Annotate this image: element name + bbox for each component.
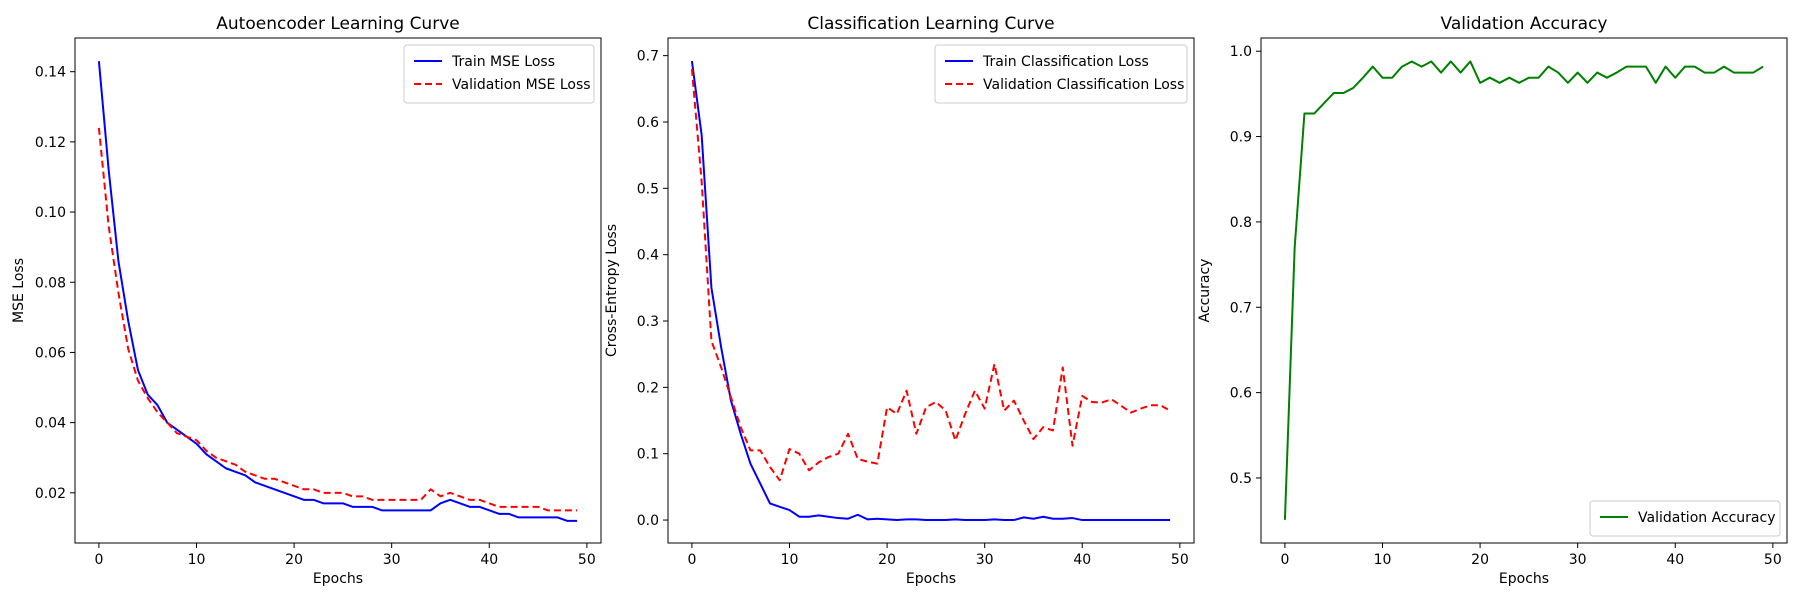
- x-tick-label: 40: [1666, 552, 1684, 568]
- y-tick-label: 0.0: [637, 513, 659, 529]
- x-tick-label: 0: [94, 552, 103, 568]
- x-tick-label: 30: [1569, 552, 1587, 568]
- plot-frame: [667, 37, 1195, 544]
- y-tick-label: 0.1: [637, 447, 659, 463]
- legend-label: Validation MSE Loss: [452, 77, 591, 93]
- x-axis-label: Epochs: [906, 571, 956, 587]
- y-tick-label: 0.7: [1230, 300, 1252, 316]
- y-tick-label: 0.5: [1230, 471, 1252, 487]
- x-tick-label: 30: [976, 552, 994, 568]
- chart-classification: Classification Learning Curve 0 10 20 30 40 50…: [604, 14, 1195, 587]
- y-tick-label: 0.02: [35, 486, 66, 502]
- legend-box: [934, 44, 1188, 104]
- y-tick-label: 0.4: [637, 248, 659, 264]
- y-tick-label: 0.8: [1230, 215, 1252, 231]
- y-tick-label: 0.06: [35, 345, 66, 361]
- y-axis-label: Cross-Entropy Loss: [604, 224, 620, 357]
- chart-accuracy: Validation Accuracy 0 10 20 30 40 50 0.5 0.6 0.7 0…: [1197, 14, 1788, 587]
- x-tick-label: 0: [1280, 552, 1289, 568]
- y-tick-label: 0.12: [35, 135, 66, 151]
- legend-label: Train MSE Loss: [451, 54, 555, 70]
- legend: Train MSE Loss Validation MSE Loss: [403, 44, 595, 104]
- legend-label: Validation Classification Loss: [983, 77, 1184, 93]
- y-tick-label: 0.04: [35, 416, 66, 432]
- series-line-validation-mse-loss: [97, 127, 578, 512]
- y-tick-label: 1.0: [1230, 44, 1252, 60]
- y-tick-label: 0.6: [637, 115, 659, 131]
- y-tick-label: 0.3: [637, 314, 659, 330]
- series-line-train-mse-loss: [97, 61, 578, 522]
- y-tick-label: 0.5: [637, 181, 659, 197]
- plot-frame: [74, 37, 602, 544]
- y-tick-label: 0.6: [1230, 386, 1252, 402]
- series-line-validation-accuracy: [1283, 60, 1764, 520]
- x-tick-label: 10: [188, 552, 206, 568]
- legend: Train Classification Loss Validation Clas…: [934, 44, 1188, 104]
- x-tick-label: 30: [383, 552, 401, 568]
- y-tick-label: 0.10: [35, 205, 66, 221]
- y-tick-label: 0.14: [35, 65, 66, 81]
- x-tick-label: 50: [1764, 552, 1782, 568]
- x-tick-label: 20: [878, 552, 896, 568]
- legend-box: [1589, 500, 1781, 537]
- chart-title: Autoencoder Learning Curve: [216, 14, 459, 34]
- legend: Validation Accuracy: [1589, 500, 1781, 537]
- series-line-validation-classification-loss: [690, 68, 1171, 482]
- y-axis-label: Accuracy: [1197, 259, 1213, 323]
- x-tick-label: 10: [781, 552, 799, 568]
- y-tick-label: 0.2: [637, 380, 659, 396]
- x-tick-label: 10: [1374, 552, 1392, 568]
- x-tick-label: 50: [1171, 552, 1189, 568]
- x-axis-label: Epochs: [1499, 571, 1549, 587]
- x-tick-label: 50: [578, 552, 596, 568]
- legend-label: Validation Accuracy: [1638, 510, 1776, 526]
- y-tick-label: 0.9: [1230, 130, 1252, 146]
- y-tick-label: 0.08: [35, 275, 66, 291]
- legend-box: [403, 44, 595, 104]
- chart-autoencoder: Autoencoder Learning Curve 0 10 20 30 40 50 0.0…: [11, 14, 602, 587]
- plot-frame: [1260, 37, 1788, 544]
- chart-title: Classification Learning Curve: [807, 14, 1054, 34]
- x-axis-label: Epochs: [313, 571, 363, 587]
- series-line-train-classification-loss: [690, 60, 1171, 522]
- x-tick-label: 40: [480, 552, 498, 568]
- x-tick-label: 20: [1471, 552, 1489, 568]
- x-tick-label: 40: [1073, 552, 1091, 568]
- chart-title: Validation Accuracy: [1441, 14, 1608, 34]
- y-tick-label: 0.7: [637, 49, 659, 65]
- x-tick-label: 20: [285, 552, 303, 568]
- legend-label: Train Classification Loss: [982, 54, 1149, 70]
- y-axis-label: MSE Loss: [11, 258, 27, 323]
- x-tick-label: 0: [687, 552, 696, 568]
